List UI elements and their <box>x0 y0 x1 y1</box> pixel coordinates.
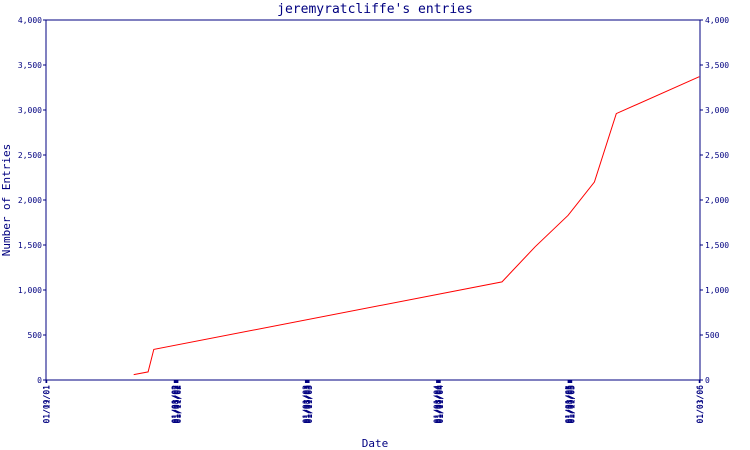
y-tick-label-left: 3,500 <box>18 61 42 70</box>
y-tick-label-left: 500 <box>28 331 43 340</box>
x-tick-label: 01/03/04 <box>433 385 442 424</box>
x-tick-label: 01/01/03 <box>301 385 310 424</box>
x-tick-label: 01/11/02 <box>174 385 183 424</box>
x-tick-label: 01/03/02 <box>171 385 180 424</box>
x-tick-label: 01/01/04 <box>433 385 442 424</box>
y-tick-label-right: 4,000 <box>705 16 729 25</box>
x-tick-label: 01/09/03 <box>304 385 313 424</box>
y-axis-label: Number of Entries <box>0 144 13 257</box>
x-tick-label: 01/09/01 <box>42 385 51 424</box>
x-tick-label: 01/09/02 <box>173 385 182 424</box>
x-tick-label: 01/07/02 <box>172 385 181 424</box>
x-tick-label: 01/05/02 <box>172 385 181 424</box>
x-tick-label: 01/09/05 <box>567 385 576 424</box>
x-tick-label: 01/11/04 <box>436 385 445 424</box>
x-tick-label: 01/03/03 <box>302 385 311 424</box>
plot-frame <box>45 19 701 381</box>
y-tick-label-left: 3,000 <box>18 106 42 115</box>
y-tick-label-right: 2,000 <box>705 196 729 205</box>
y-tick-label-right: 1,500 <box>705 241 729 250</box>
x-tick-label: 01/01/05 <box>564 385 573 424</box>
x-tick-label: 01/03/05 <box>565 385 574 424</box>
x-tick-label: 01/05/03 <box>303 385 312 424</box>
x-axis-label: Date <box>362 437 389 450</box>
y-tick-label-left: 4,000 <box>18 16 42 25</box>
x-tick-label: 01/05/04 <box>434 385 443 424</box>
x-tick-label: 01/05/05 <box>566 385 575 424</box>
x-tick-label: 01/11/03 <box>305 385 314 424</box>
x-tick-label: 01/01/06 <box>695 385 704 424</box>
y-tick-label-right: 500 <box>705 331 720 340</box>
x-tick-label: 01/01/02 <box>170 385 179 424</box>
y-tick-label-right: 3,500 <box>705 61 729 70</box>
y-tick-label-left: 2,500 <box>18 151 42 160</box>
x-tick-label: 01/07/03 <box>304 385 313 424</box>
y-tick-label-left: 1,500 <box>18 241 42 250</box>
y-tick-label-left: 0 <box>37 376 42 385</box>
y-tick-label-right: 1,000 <box>705 286 729 295</box>
x-tick-label: 01/11/01 <box>43 385 52 424</box>
y-tick-label-left: 1,000 <box>18 286 42 295</box>
y-tick-label-left: 2,000 <box>18 196 42 205</box>
y-tick-label-right: 2,500 <box>705 151 729 160</box>
chart-title: jeremyratcliffe's entries <box>277 2 473 17</box>
x-tick-label: 01/07/04 <box>435 385 444 424</box>
x-tick-label: 01/03/06 <box>696 385 705 424</box>
y-tick-label-right: 3,000 <box>705 106 729 115</box>
x-tick-label: 01/07/05 <box>566 385 575 424</box>
series-line <box>133 76 700 376</box>
y-tick-label-right: 0 <box>705 376 710 385</box>
plot-area: 0 0 500 500 1,000 1,000 1,500 1,500 2,000 2,000 2,… <box>18 16 729 424</box>
x-tick-label: 01/09/04 <box>435 385 444 424</box>
x-tick-label: 01/11/05 <box>568 385 577 424</box>
